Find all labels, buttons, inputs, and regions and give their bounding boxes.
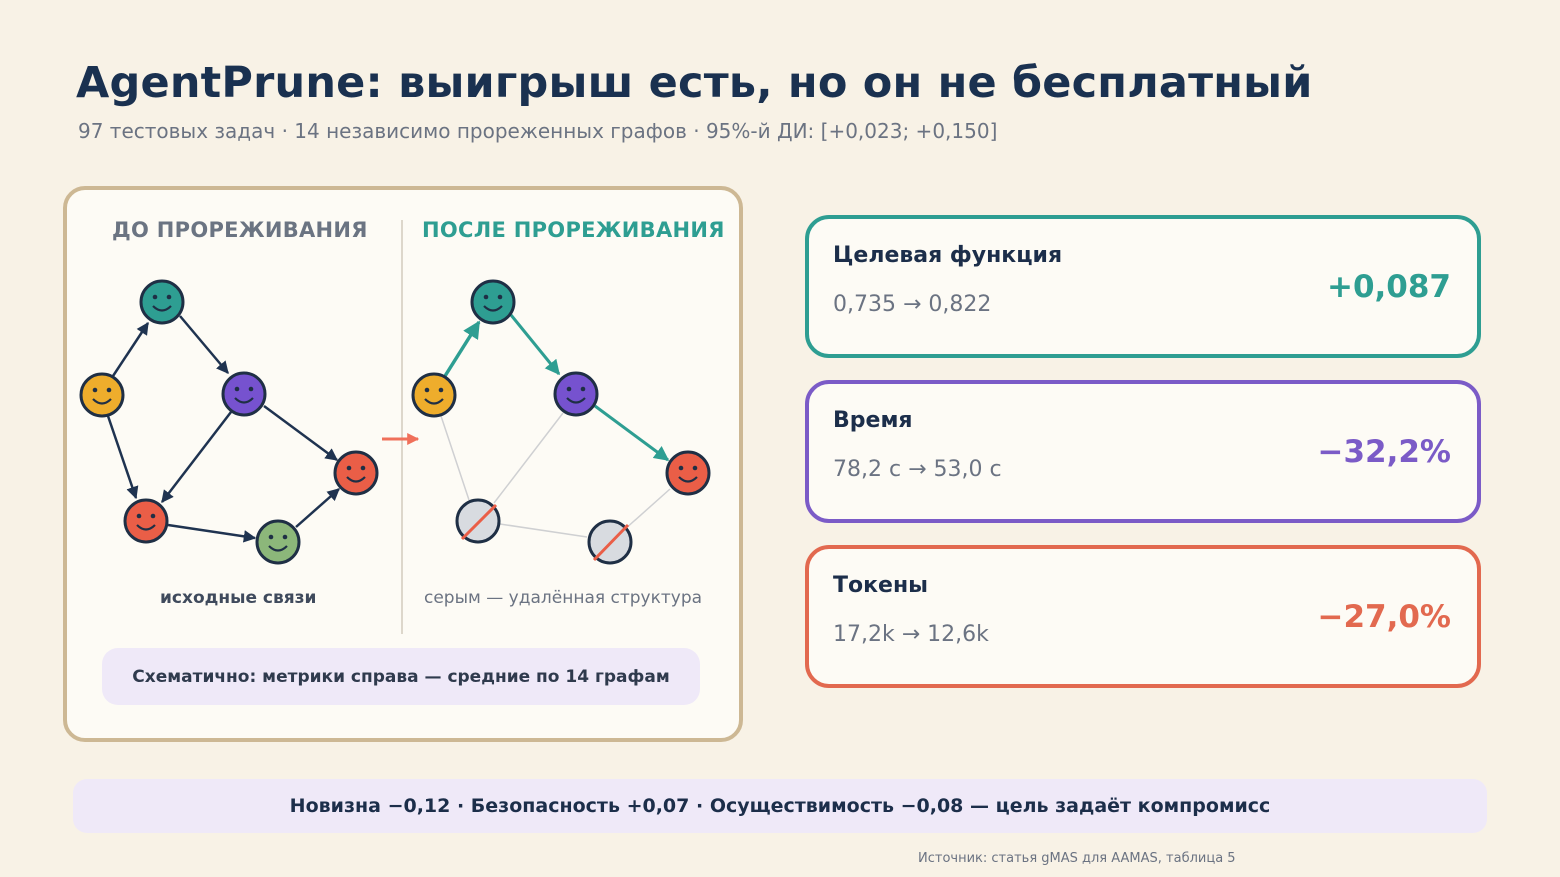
metric-label: Время [833,408,913,433]
metric-delta: −27,0% [1317,599,1451,635]
edge-red-green [167,523,257,543]
smiley-face-icon [234,386,254,404]
agent-node-yellow [79,372,125,418]
strike-icon [460,503,498,541]
page-subtitle: 97 тестовых задач · 14 независимо прореж… [78,119,998,143]
after-caption: серым — удалённая структура [424,588,703,608]
after-heading: ПОСЛЕ ПРОРЕЖИВАНИЯ [422,218,725,242]
smiley-face-icon [678,465,698,483]
diagram-note: Схематично: метрики справа — средние по … [102,648,700,705]
edge-green-orange [295,488,340,528]
metric-label: Целевая функция [833,243,1063,268]
agent-node-orange [665,450,711,496]
agent-node-teal [470,279,516,325]
metric-delta: +0,087 [1326,269,1451,305]
removed-agent-node [455,498,501,544]
edge-purple-red [161,411,232,503]
edge-teal-purple [179,315,229,374]
smiley-face-icon [424,387,444,405]
metric-label: Токены [833,573,929,598]
agent-node-orange [333,450,379,496]
smiley-face-icon [346,465,366,483]
strike-icon [592,523,630,562]
column-divider [401,220,403,634]
tradeoff-banner: Новизна −0,12 · Безопасность +0,07 · Осу… [73,779,1487,833]
metric-change: 0,735 → 0,822 [833,292,992,317]
smiley-face-icon [483,294,503,312]
smiley-face-icon [268,534,288,552]
agent-node-red [123,498,169,544]
before-caption: исходные связи [160,588,317,608]
edge-purple-orange [263,404,339,462]
page-title: AgentPrune: выигрыш есть, но он не беспл… [76,58,1313,108]
metric-change: 17,2k → 12,6k [833,622,989,647]
metric-delta: −32,2% [1317,434,1451,470]
before-edges [106,315,340,543]
metric-card-objective: Целевая функция 0,735 → 0,822 +0,087 [805,215,1481,358]
metric-card-time: Время 78,2 с → 53,0 с −32,2% [805,380,1481,523]
before-heading: ДО ПРОРЕЖИВАНИЯ [112,218,368,242]
smiley-face-icon [566,386,586,404]
agent-node-green [255,519,301,565]
agent-node-purple [553,371,599,417]
agent-node-yellow [411,372,457,418]
removed-agent-node [587,519,633,565]
agent-node-teal [139,279,185,325]
smiley-face-icon [152,294,172,312]
edge-yellow-red [106,415,139,500]
edge-yellow-teal [111,321,150,377]
smiley-face-icon [136,513,156,531]
removed-edges [440,412,671,538]
smiley-face-icon [92,387,112,405]
source-note: Источник: статья gMAS для AAMAS, таблица… [918,851,1236,866]
metric-card-tokens: Токены 17,2k → 12,6k −27,0% [805,545,1481,688]
agent-node-purple [221,371,267,417]
metric-change: 78,2 с → 53,0 с [833,457,1002,482]
kept-edges [443,314,670,462]
